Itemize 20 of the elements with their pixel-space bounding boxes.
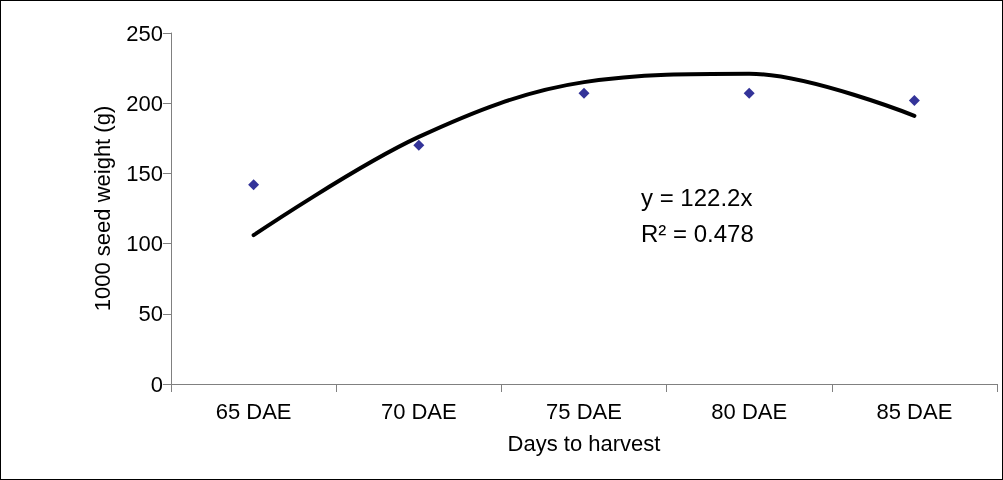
point [743, 87, 755, 99]
point [248, 179, 260, 191]
x-tick-label: 85 DAE [876, 398, 953, 424]
x-tick-label: 80 DAE [711, 398, 788, 424]
point [908, 94, 920, 106]
x-tick-label: 65 DAE [215, 398, 292, 424]
x-axis-title: Days to harvest [507, 430, 661, 456]
x-tick-label: 75 DAE [546, 398, 622, 424]
annotation: y = 122.2x [641, 183, 753, 211]
point [578, 87, 590, 99]
y-tick-label: 0 [150, 371, 163, 397]
point [413, 139, 425, 151]
y-tick-label: 150 [126, 160, 163, 186]
y-tick-label: 250 [126, 20, 163, 46]
annotation: R² = 0.478 [641, 219, 754, 247]
x-tick-label: 70 DAE [380, 398, 457, 424]
y-tick-label: 50 [138, 301, 163, 327]
y-tick-label: 200 [126, 90, 163, 116]
y-axis-title: 1000 seed weight (g) [89, 105, 115, 312]
y-tick-label: 100 [126, 231, 163, 257]
